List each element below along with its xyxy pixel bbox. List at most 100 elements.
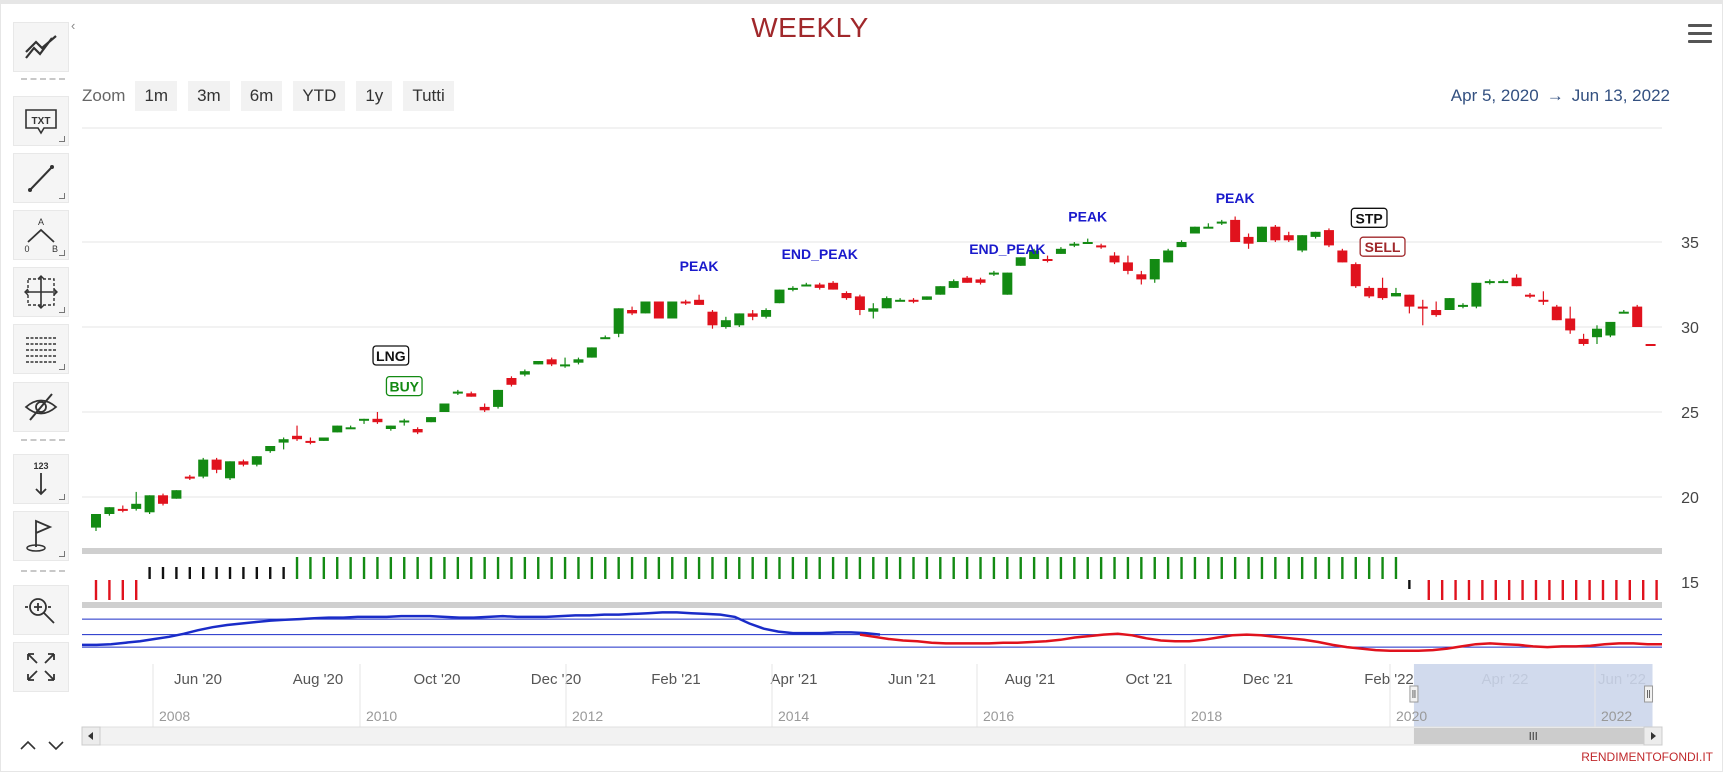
x-tick-label: Apr '21 bbox=[770, 671, 817, 688]
range-to[interactable]: Jun 13, 2022 bbox=[1571, 86, 1670, 105]
candle bbox=[1015, 257, 1026, 266]
candle bbox=[1243, 233, 1254, 249]
measure-label-a: A bbox=[38, 217, 44, 227]
candle-body bbox=[828, 282, 839, 290]
line-tool-button[interactable] bbox=[13, 153, 69, 203]
annotation-label: PEAK bbox=[1068, 209, 1107, 225]
candle-body bbox=[948, 281, 959, 288]
count-arrow-label: 123 bbox=[33, 461, 48, 471]
candle bbox=[1149, 259, 1160, 283]
candle-body bbox=[104, 507, 115, 514]
credit-link[interactable]: RENDIMENTOFONDI.IT bbox=[1581, 750, 1713, 764]
candle bbox=[1203, 223, 1214, 229]
annotation-label: LNG bbox=[376, 348, 406, 364]
zoom-1m-button[interactable]: 1m bbox=[135, 81, 178, 111]
zoom-6m-button[interactable]: 6m bbox=[240, 81, 283, 111]
candle-body bbox=[372, 418, 383, 423]
candle-body bbox=[814, 284, 825, 288]
crosshair-button[interactable] bbox=[13, 267, 69, 317]
x-tick-label: Aug '21 bbox=[1005, 671, 1055, 688]
collapse-toolbar-icon[interactable]: ‹ bbox=[71, 18, 76, 33]
candle bbox=[91, 514, 101, 531]
navigator-handle bbox=[1644, 685, 1654, 703]
fibonacci-button[interactable] bbox=[13, 324, 69, 374]
candle-body bbox=[225, 461, 236, 479]
zoom-1y-button[interactable]: 1y bbox=[356, 81, 393, 111]
candle bbox=[1618, 310, 1629, 314]
text-annotation-button[interactable]: TXT bbox=[13, 96, 69, 146]
range-arrow: → bbox=[1546, 86, 1564, 105]
candle-body bbox=[1283, 235, 1294, 241]
export-menu-icon[interactable] bbox=[1688, 24, 1712, 44]
fibonacci-icon bbox=[26, 337, 56, 363]
zoom-3m-button[interactable]: 3m bbox=[188, 81, 230, 111]
zoom-ytd-button[interactable]: YTD bbox=[293, 81, 346, 111]
candle-body bbox=[1471, 282, 1482, 307]
candle-body bbox=[1149, 259, 1160, 280]
navigator-year-label: 2018 bbox=[1191, 708, 1222, 724]
candle-body bbox=[1122, 262, 1133, 271]
candle bbox=[1605, 321, 1616, 338]
date-range: Apr 5, 2020 → Jun 13, 2022 bbox=[1380, 86, 1670, 106]
candle-body bbox=[426, 417, 437, 423]
candle-body bbox=[479, 406, 490, 411]
measure-label-b: B bbox=[52, 244, 58, 254]
annotation-sell: SELL bbox=[1359, 236, 1406, 257]
candle-body bbox=[439, 403, 450, 412]
candle-body bbox=[1029, 250, 1040, 259]
candle-body bbox=[1444, 298, 1455, 310]
candle-body bbox=[1002, 272, 1013, 295]
annotation-box bbox=[372, 345, 410, 366]
candle bbox=[1230, 216, 1241, 242]
candle-body bbox=[211, 459, 222, 470]
candle bbox=[1163, 248, 1174, 263]
candle-body bbox=[1417, 306, 1428, 309]
measure-button[interactable]: A 0 B bbox=[13, 210, 69, 260]
count-arrow-button[interactable]: 123 bbox=[13, 454, 69, 504]
candle-body bbox=[1484, 281, 1495, 284]
candle bbox=[332, 425, 343, 433]
candle-body bbox=[1632, 306, 1643, 327]
indicators-button[interactable] bbox=[13, 22, 69, 72]
candle-body bbox=[318, 437, 329, 441]
range-from[interactable]: Apr 5, 2020 bbox=[1450, 86, 1539, 105]
candle bbox=[908, 298, 919, 304]
zoom-tool-button[interactable] bbox=[13, 585, 69, 635]
toolbar-scroll-icon[interactable] bbox=[18, 735, 68, 755]
candle bbox=[305, 437, 316, 445]
candle bbox=[493, 389, 504, 409]
line-tool-icon bbox=[28, 165, 54, 192]
annotation-lng: LNG bbox=[372, 345, 410, 366]
candle-body bbox=[1203, 226, 1214, 229]
candle bbox=[1002, 272, 1013, 295]
annotation-end-peak: END_PEAK bbox=[782, 246, 858, 262]
annotation-label: PEAK bbox=[1216, 190, 1255, 206]
candle bbox=[814, 282, 825, 290]
navigator-year-label: 2008 bbox=[159, 708, 190, 724]
candle-body bbox=[908, 299, 919, 302]
candle bbox=[680, 299, 691, 305]
fullscreen-icon bbox=[27, 653, 55, 681]
toolbar-separator bbox=[21, 439, 65, 441]
flag-button[interactable] bbox=[13, 511, 69, 561]
toggle-annotations-button[interactable] bbox=[13, 382, 69, 432]
crosshair-icon bbox=[24, 275, 58, 309]
candle bbox=[1377, 277, 1388, 300]
candle bbox=[1310, 231, 1321, 239]
fullscreen-button[interactable] bbox=[13, 642, 69, 692]
candle-body bbox=[305, 440, 316, 443]
zoom-all-button[interactable]: Tutti bbox=[403, 81, 454, 111]
candle-body bbox=[787, 287, 798, 290]
candle bbox=[1176, 240, 1187, 248]
left-toolbar: TXT A 0 B 123 bbox=[13, 22, 69, 762]
candle-body bbox=[533, 361, 544, 365]
candle-body bbox=[1390, 293, 1401, 297]
candle-body bbox=[1538, 299, 1549, 302]
candle-body bbox=[653, 301, 664, 319]
candle bbox=[439, 403, 450, 412]
candle bbox=[1457, 303, 1468, 309]
candle bbox=[1538, 291, 1549, 305]
candle bbox=[734, 313, 745, 327]
candle-body bbox=[399, 420, 410, 423]
